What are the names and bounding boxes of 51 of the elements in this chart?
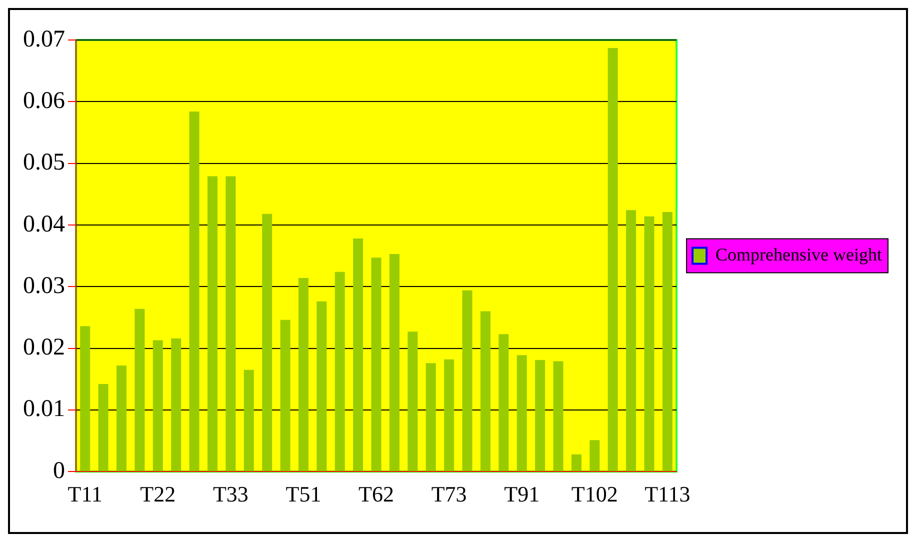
- bar: [644, 216, 654, 472]
- y-tick-label: 0.06: [23, 88, 65, 114]
- bar: [626, 210, 636, 472]
- bar: [535, 360, 546, 472]
- bar: [444, 359, 454, 472]
- bar: [498, 334, 509, 472]
- bar: [189, 112, 200, 472]
- bar: [662, 212, 672, 472]
- y-tick-label: 0.04: [23, 211, 65, 238]
- bar: [334, 272, 345, 472]
- bar: [98, 384, 108, 472]
- bar: [371, 258, 382, 472]
- legend-label: Comprehensive weight: [716, 244, 882, 265]
- bar: [462, 290, 472, 472]
- bar: [262, 214, 272, 472]
- bar: [608, 48, 618, 472]
- bar: [207, 176, 218, 472]
- bar: [80, 326, 90, 472]
- bar: [480, 311, 490, 472]
- bar: [316, 301, 327, 472]
- x-tick-label: T91: [504, 482, 540, 507]
- bar: [516, 355, 527, 472]
- bar: [244, 370, 254, 472]
- bar: [134, 308, 145, 472]
- x-tick-label: T11: [68, 482, 102, 507]
- bar: [226, 176, 236, 472]
- bar: [553, 361, 564, 472]
- bar: [389, 254, 400, 472]
- bar: [280, 320, 290, 472]
- bar: [152, 340, 163, 472]
- y-tick-label: 0.07: [23, 26, 65, 52]
- x-tick-label: T113: [644, 482, 690, 507]
- y-tick-label: 0.02: [23, 334, 65, 361]
- bar: [298, 278, 308, 472]
- y-tick-label: 0.01: [23, 396, 65, 422]
- bar: [590, 440, 600, 472]
- bar: [171, 338, 182, 472]
- bar: [116, 366, 126, 472]
- x-tick-label: T62: [358, 482, 394, 507]
- x-tick-label: T33: [212, 482, 248, 507]
- bar: [408, 332, 418, 472]
- y-tick-label: 0.03: [23, 272, 65, 299]
- y-tick-label: 0: [53, 458, 65, 484]
- y-tick-label: 0.05: [23, 150, 65, 176]
- x-tick-label: T102: [571, 482, 618, 507]
- x-tick-label: T22: [140, 482, 176, 507]
- bar: [571, 454, 582, 472]
- bar: [426, 363, 436, 472]
- x-tick-label: T73: [431, 482, 467, 507]
- bar: [353, 238, 364, 472]
- x-tick-label: T51: [286, 482, 322, 507]
